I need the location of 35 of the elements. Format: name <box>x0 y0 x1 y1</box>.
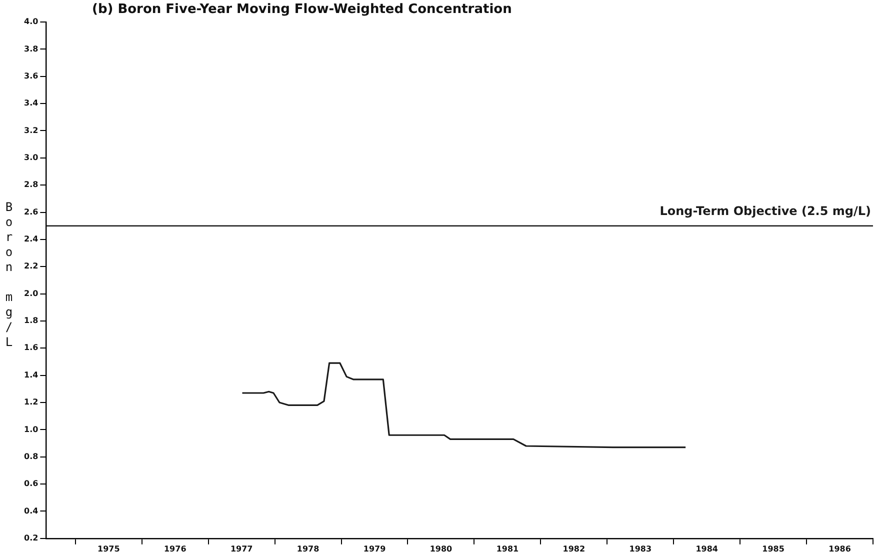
y-axis-title: Boron mg/L <box>2 200 16 350</box>
y-tick-label: 0.6 <box>24 479 39 488</box>
y-tick-label: 3.2 <box>24 126 38 135</box>
x-tick-label: 1982 <box>562 544 586 554</box>
y-tick-label: 2.0 <box>24 288 39 298</box>
x-tick-label: 1979 <box>363 544 386 554</box>
x-tick-label: 1983 <box>629 544 652 554</box>
y-tick-label: 3.4 <box>24 98 39 108</box>
x-tick-label: 1981 <box>496 544 520 554</box>
x-tick-label: 1984 <box>696 544 718 554</box>
y-tick-label: 3.8 <box>24 44 39 54</box>
y-tick-label: 4.0 <box>24 17 39 26</box>
y-tick-label: 1.4 <box>24 370 39 380</box>
y-tick-label: 0.8 <box>24 452 39 461</box>
x-tick-label: 1980 <box>430 544 453 554</box>
x-tick-label: 1978 <box>296 544 320 554</box>
x-tick-label: 1976 <box>164 544 187 554</box>
ref-line-label: Long-Term Objective (2.5 mg/L) <box>660 204 871 218</box>
y-tick-label: 2.6 <box>24 207 39 216</box>
x-tick-label: 1977 <box>230 544 253 554</box>
chart-title: (b) Boron Five-Year Moving Flow-Weighted Concentration <box>92 2 512 17</box>
y-tick-label: 2.8 <box>24 180 39 190</box>
y-tick-label: 1.0 <box>24 424 39 434</box>
x-tick-label: 1975 <box>98 544 120 554</box>
y-tick-label: 1.2 <box>24 398 38 407</box>
y-tick-label: 0.4 <box>24 506 39 516</box>
y-tick-label: 1.6 <box>24 343 39 352</box>
x-tick-label: 1986 <box>828 544 852 554</box>
y-tick-label: 0.2 <box>24 533 38 542</box>
y-tick-label: 3.6 <box>24 71 39 80</box>
y-tick-label: 3.0 <box>24 152 39 162</box>
x-tick-label: 1985 <box>762 544 785 554</box>
y-tick-label: 1.8 <box>24 316 39 326</box>
y-tick-label: 2.4 <box>24 234 39 244</box>
y-tick-label: 2.2 <box>24 262 38 271</box>
